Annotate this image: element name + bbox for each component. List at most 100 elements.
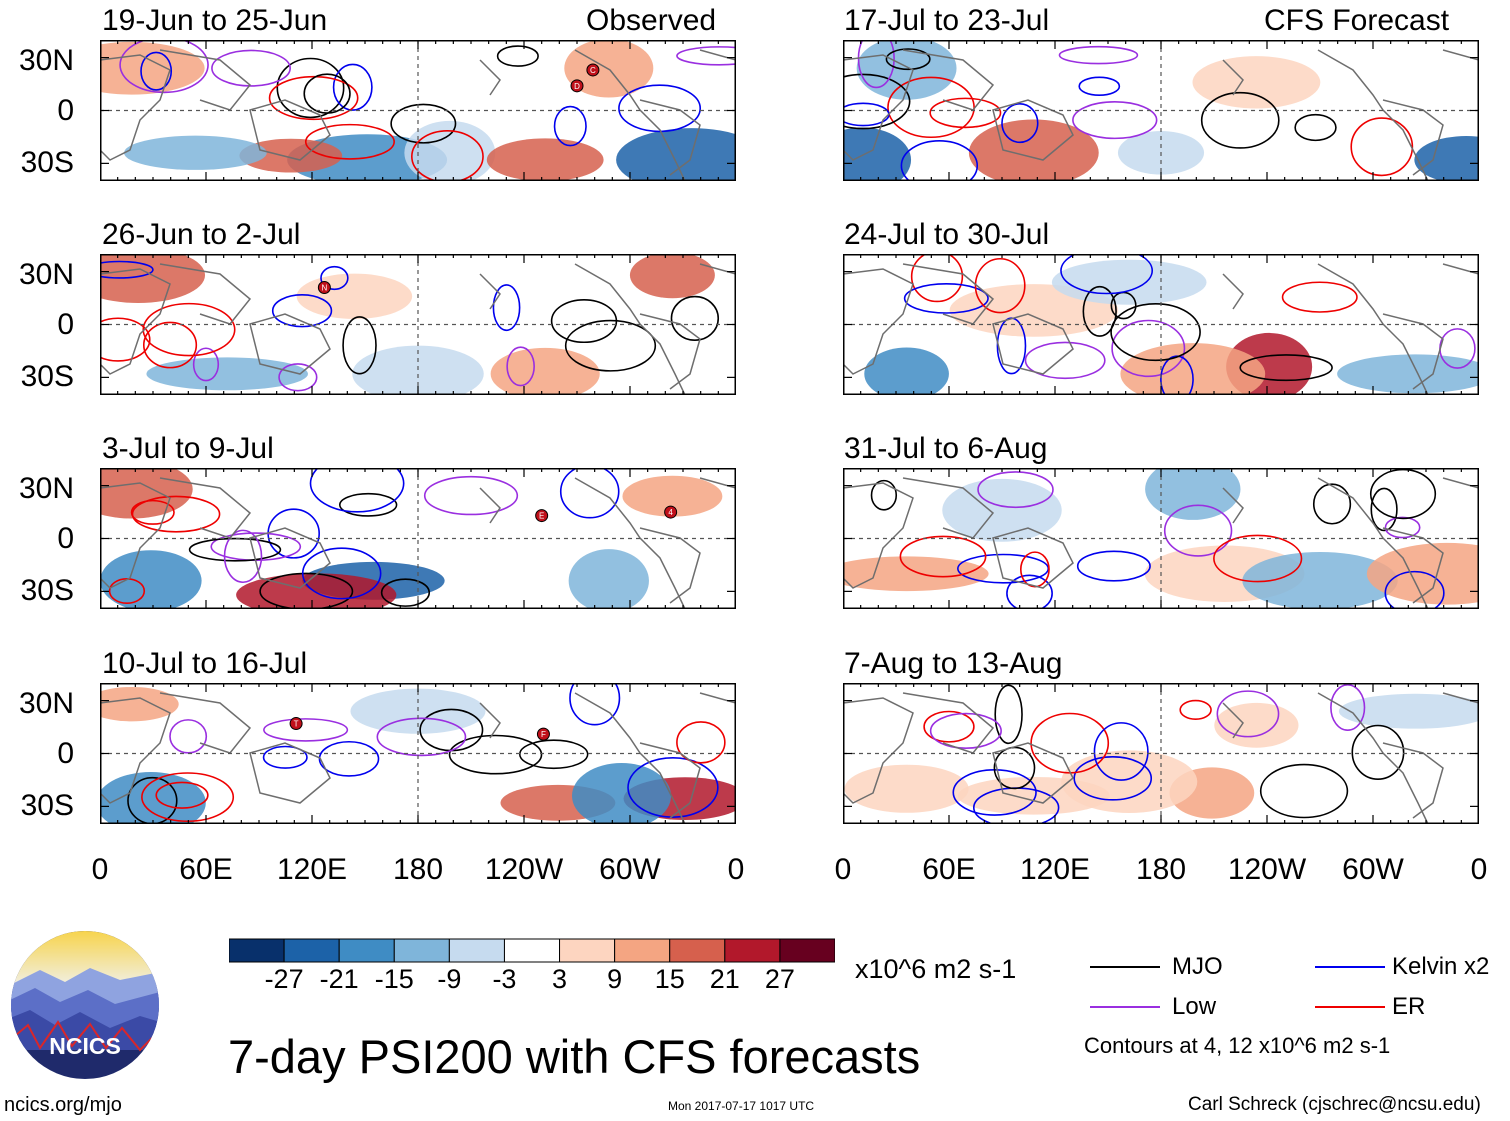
coastline	[1317, 263, 1429, 395]
panel-title: 31-Jul to 6-Aug	[844, 432, 1048, 465]
wave-contour	[188, 537, 282, 562]
y-tick-label: 0	[57, 737, 74, 770]
wave-contour	[843, 73, 911, 130]
legend-label: ER	[1392, 993, 1426, 1020]
anomaly-shading	[1338, 693, 1479, 729]
coastline	[479, 59, 501, 96]
wave-contour	[974, 257, 1026, 314]
panel-title: 19-Jun to 25-Jun	[102, 4, 328, 37]
wave-contour	[559, 468, 620, 519]
colorbar-label: -3	[492, 964, 517, 994]
wave-contour	[390, 103, 457, 144]
panel-title: 24-Jul to 30-Jul	[844, 218, 1050, 251]
wave-contour	[900, 139, 979, 181]
anomaly-shading	[1192, 56, 1321, 109]
x-tick-label: 0	[1470, 853, 1488, 886]
wave-contour	[211, 49, 291, 87]
units-label: x10^6 m2 s-1	[855, 954, 1017, 984]
x-tick-label: 60W	[1342, 853, 1404, 886]
wave-contour	[618, 84, 702, 133]
coastline	[479, 702, 501, 739]
y-tick-label: 0	[57, 94, 74, 127]
coastline	[902, 477, 995, 539]
legend-swatch-low	[1090, 1006, 1160, 1008]
coastline	[479, 273, 501, 310]
coastline	[992, 742, 1074, 804]
wave-contour	[564, 319, 657, 372]
wave-contour	[1370, 487, 1398, 532]
colorbar-bin	[229, 938, 285, 963]
colorbar-bin	[503, 938, 561, 963]
map-panel: TF	[100, 683, 736, 824]
legend-label: Low	[1172, 993, 1217, 1020]
coastline	[574, 692, 686, 824]
wave-contour	[492, 284, 521, 332]
wave-contour	[301, 547, 382, 600]
wave-contour	[1006, 574, 1053, 609]
coastline	[1382, 527, 1444, 604]
colorbar-bin	[614, 938, 671, 963]
wave-contour	[271, 294, 333, 328]
wave-contour	[903, 283, 989, 314]
y-tick-label: 30N	[18, 687, 74, 720]
wave-contour	[142, 302, 236, 357]
wave-contour	[338, 492, 398, 517]
wave-contour	[887, 76, 975, 139]
wave-contour	[1369, 468, 1437, 520]
coastline	[249, 99, 331, 161]
x-tick-label: 120W	[1227, 853, 1307, 886]
anomaly-shading	[124, 135, 267, 170]
legend-swatch-er	[1315, 1006, 1385, 1008]
anomaly-shading	[1145, 468, 1241, 520]
wave-contour	[1179, 699, 1212, 721]
wave-contour	[1073, 755, 1153, 801]
anomaly-shading	[1242, 551, 1398, 609]
coastline	[902, 263, 995, 325]
coastline	[699, 49, 736, 61]
wave-contour	[155, 781, 209, 809]
anomaly-shading	[1051, 259, 1207, 305]
wave-contour	[411, 130, 484, 181]
wave-contour	[276, 57, 345, 119]
svg-text:F: F	[541, 730, 546, 739]
x-tick-label: 0	[91, 853, 109, 886]
tropical-cyclone-icon: T	[289, 717, 303, 731]
wave-contour	[676, 721, 726, 764]
tropical-cyclone-icon: N	[317, 280, 331, 294]
coastline	[902, 49, 995, 111]
x-tick-label: 60E	[922, 853, 976, 886]
wave-contour	[870, 479, 898, 511]
site-link[interactable]: ncics.org/mjo	[4, 1094, 122, 1116]
wave-contour	[278, 363, 318, 392]
coastline	[574, 49, 686, 181]
wave-contour	[1093, 722, 1149, 781]
legend-label: MJO	[1172, 953, 1223, 980]
wave-contour	[309, 468, 405, 513]
coastline	[159, 263, 252, 325]
coastline	[479, 487, 501, 524]
ncics-logo: NCICS	[11, 931, 159, 1079]
anomaly-shading	[1214, 702, 1299, 748]
coastline	[1222, 487, 1244, 524]
wave-contour	[1078, 76, 1121, 97]
wave-contour	[142, 321, 198, 369]
tropical-cyclone-icon: 4	[664, 505, 678, 519]
coastline	[699, 692, 736, 704]
y-tick-label: 0	[57, 522, 74, 555]
map-panel	[843, 468, 1479, 609]
x-tick-label: 180	[392, 853, 444, 886]
coastline	[639, 527, 701, 604]
coastline	[1222, 273, 1244, 310]
wave-contour	[303, 73, 351, 114]
colorbar-bin	[559, 938, 616, 963]
panel-title: 10-Jul to 16-Jul	[102, 647, 308, 680]
coastline	[1382, 742, 1444, 819]
wave-contour	[1058, 45, 1139, 65]
y-tick-label: 30N	[18, 258, 74, 291]
wave-contour	[899, 535, 987, 578]
wave-contour	[1076, 550, 1151, 582]
wave-contour	[627, 757, 719, 818]
coastline	[249, 527, 331, 589]
anomaly-shading	[843, 556, 989, 592]
coastline	[1382, 99, 1444, 176]
